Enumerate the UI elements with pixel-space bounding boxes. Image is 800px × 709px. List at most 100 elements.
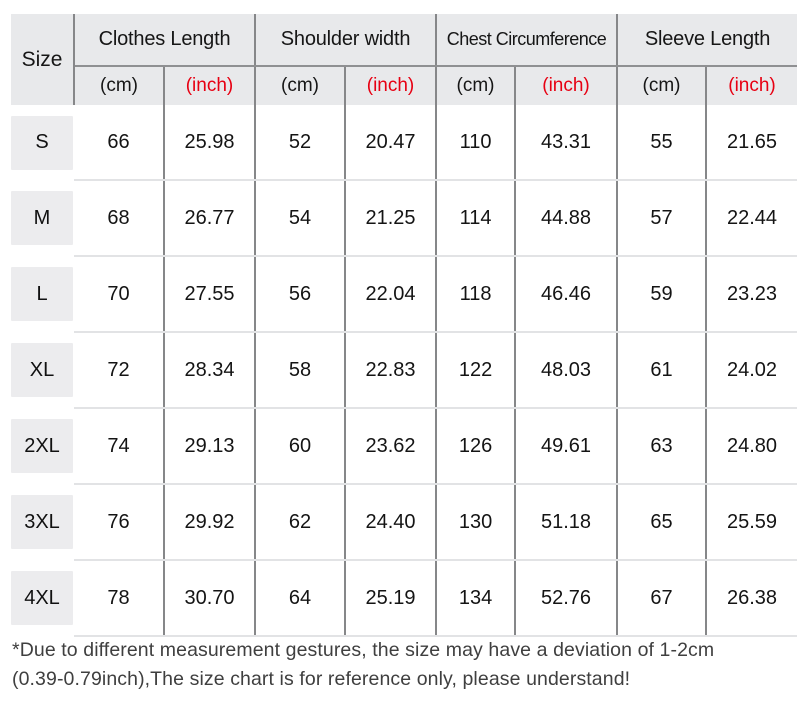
size-cell: S — [11, 105, 74, 180]
size-label: 4XL — [24, 586, 60, 609]
size-cell: L — [11, 256, 74, 332]
table-header: Size Clothes Length Shoulder width Chest… — [11, 14, 798, 105]
table-cell: 23.23 — [706, 256, 798, 333]
table-cell: 30.70 — [164, 560, 256, 637]
unit-cm-header: (cm) — [617, 66, 708, 105]
table-cell: 46.46 — [515, 256, 619, 333]
table-cell: 62 — [255, 484, 346, 561]
table-cell: 24.40 — [345, 484, 438, 561]
table-cell: 21.25 — [345, 180, 438, 257]
table-cell: 78 — [74, 560, 165, 637]
size-cell: 3XL — [11, 484, 74, 560]
table-cell: 26.38 — [706, 560, 798, 637]
table-cell: 43.31 — [515, 105, 619, 181]
unit-cm-header: (cm) — [255, 66, 346, 105]
table-body: S 66 25.98 52 20.47 110 43.31 55 21.65 M… — [11, 105, 798, 637]
table-cell: 70 — [74, 256, 165, 333]
table-row-2xl: 2XL 74 29.13 60 23.62 126 49.61 63 24.80 — [11, 408, 798, 485]
table-cell: 58 — [255, 332, 346, 409]
table-cell: 29.13 — [164, 408, 256, 485]
table-cell: 66 — [74, 105, 165, 181]
table-row-xl: XL 72 28.34 58 22.83 122 48.03 61 24.02 — [11, 332, 798, 409]
unit-inch-header: (inch) — [515, 66, 619, 105]
table-cell: 25.98 — [164, 105, 256, 181]
header-group-row: Size Clothes Length Shoulder width Chest… — [11, 14, 798, 105]
table-cell: 24.02 — [706, 332, 798, 409]
header-unit-row: (cm) (inch) (cm) (inch) (cm) (inch) (cm)… — [11, 66, 798, 105]
table-row-m: M 68 26.77 54 21.25 114 44.88 57 22.44 — [11, 180, 798, 257]
table-cell: 61 — [617, 332, 708, 409]
disclaimer-line-2: (0.39-0.79inch),The size chart is for re… — [12, 667, 631, 690]
size-label: S — [35, 131, 49, 153]
size-label: L — [36, 282, 48, 305]
size-badge: 4XL — [11, 571, 73, 625]
table-cell: 24.80 — [706, 408, 798, 485]
size-cell: XL — [11, 332, 74, 408]
table-cell: 59 — [617, 256, 708, 333]
table-cell: 130 — [436, 484, 517, 561]
size-label: 3XL — [24, 510, 60, 533]
table-cell: 126 — [436, 408, 517, 485]
table-cell: 67 — [617, 560, 708, 637]
size-badge: L — [11, 267, 73, 321]
table-cell: 56 — [255, 256, 346, 333]
size-badge: S — [11, 115, 73, 170]
table-cell: 60 — [255, 408, 346, 485]
table-cell: 20.47 — [345, 105, 438, 181]
size-badge: M — [11, 191, 73, 245]
table-cell: 22.83 — [345, 332, 438, 409]
group-header-clothes-length: Clothes Length — [74, 14, 256, 67]
unit-cm-header: (cm) — [74, 66, 165, 105]
table-row-4xl: 4XL 78 30.70 64 25.19 134 52.76 67 26.38 — [11, 560, 798, 637]
size-cell: M — [11, 180, 74, 256]
group-header-shoulder-width: Shoulder width — [255, 14, 438, 67]
table-cell: 27.55 — [164, 256, 256, 333]
size-cell: 4XL — [11, 560, 74, 636]
table-cell: 23.62 — [345, 408, 438, 485]
measurement-disclaimer: *Due to different measurement gestures, … — [12, 636, 792, 693]
table-cell: 118 — [436, 256, 517, 333]
table-cell: 25.19 — [345, 560, 438, 637]
table-cell: 52.76 — [515, 560, 619, 637]
table-cell: 76 — [74, 484, 165, 561]
disclaimer-line-1: *Due to different measurement gestures, … — [12, 639, 715, 661]
table-cell: 122 — [436, 332, 517, 409]
table-cell: 55 — [617, 105, 708, 181]
table-cell: 68 — [74, 180, 165, 257]
unit-inch-header: (inch) — [706, 66, 798, 105]
size-label: 2XL — [24, 434, 60, 457]
unit-cm-header: (cm) — [436, 66, 517, 105]
table-cell: 65 — [617, 484, 708, 561]
table-cell: 28.34 — [164, 332, 256, 409]
table-cell: 44.88 — [515, 180, 619, 257]
table-cell: 25.59 — [706, 484, 798, 561]
table-cell: 134 — [436, 560, 517, 637]
size-cell: 2XL — [11, 408, 74, 484]
group-header-chest-circumference: Chest Circumference — [436, 14, 619, 67]
table-cell: 114 — [436, 180, 517, 257]
table-cell: 72 — [74, 332, 165, 409]
table-cell: 64 — [255, 560, 346, 637]
unit-inch-header: (inch) — [164, 66, 256, 105]
size-label: XL — [29, 358, 55, 381]
table-cell: 52 — [255, 105, 346, 181]
table-cell: 57 — [617, 180, 708, 257]
group-header-sleeve-length: Sleeve Length — [617, 14, 798, 67]
table-cell: 26.77 — [164, 180, 256, 257]
table-row-s: S 66 25.98 52 20.47 110 43.31 55 21.65 — [11, 105, 798, 181]
table-cell: 22.44 — [706, 180, 798, 257]
table-cell: 21.65 — [706, 105, 798, 181]
table-cell: 54 — [255, 180, 346, 257]
table-cell: 74 — [74, 408, 165, 485]
size-badge: 3XL — [11, 495, 73, 549]
size-badge: XL — [11, 343, 73, 397]
size-chart-table: Size Clothes Length Shoulder width Chest… — [11, 14, 798, 637]
table-cell: 49.61 — [515, 408, 619, 485]
unit-inch-header: (inch) — [345, 66, 438, 105]
size-column-header: Size — [11, 14, 75, 105]
table-cell: 48.03 — [515, 332, 619, 409]
table-row-3xl: 3XL 76 29.92 62 24.40 130 51.18 65 25.59 — [11, 484, 798, 561]
table-cell: 110 — [436, 105, 517, 181]
table-cell: 22.04 — [345, 256, 438, 333]
size-badge: 2XL — [11, 419, 73, 473]
